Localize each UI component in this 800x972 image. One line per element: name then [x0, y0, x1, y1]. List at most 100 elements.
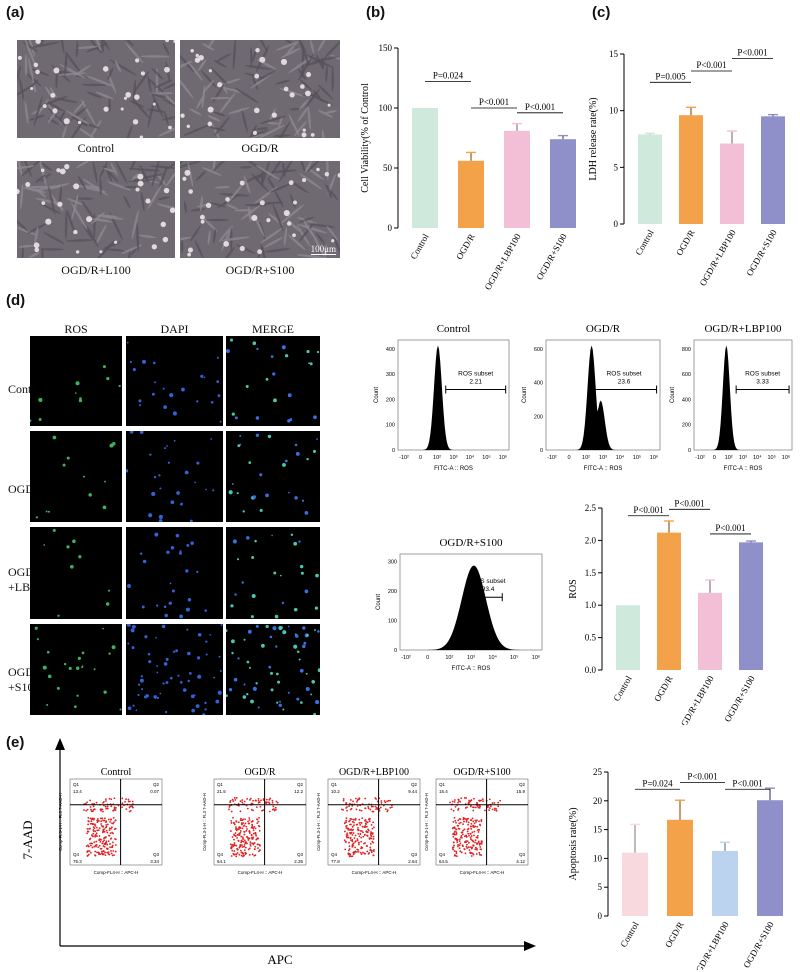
fluorescent-cell: [118, 384, 121, 388]
event-dot: [457, 807, 460, 810]
bright-cell-body: [137, 180, 144, 187]
fluorescent-cell: [252, 341, 257, 346]
cell-process: [207, 230, 211, 245]
event-dot: [467, 823, 470, 826]
fluorescent-cell: [255, 416, 260, 420]
fluorescent-cell: [277, 680, 281, 684]
fluorescent-cell: [93, 668, 96, 671]
event-dot: [359, 851, 362, 854]
bright-cell-body: [17, 188, 20, 195]
cell-process: [66, 209, 76, 237]
bright-cell-body: [30, 86, 34, 91]
fluorescent-cell: [203, 376, 206, 379]
fluorescent-cell: [294, 443, 298, 447]
event-dot: [357, 843, 360, 846]
event-dot: [344, 848, 347, 851]
event-dot: [467, 832, 470, 835]
x-axis-label: Comp-FL4-H :: APC-H: [460, 870, 505, 875]
cell-process: [95, 224, 107, 245]
event-dot: [363, 826, 366, 828]
event-dot: [94, 850, 97, 853]
event-dot: [351, 829, 354, 832]
event-dot: [470, 838, 472, 841]
event-dot: [110, 852, 113, 855]
event-dot: [233, 850, 236, 853]
cell-process: [327, 173, 337, 195]
event-dot: [114, 844, 117, 846]
bright-cell-body: [102, 66, 109, 72]
event-dot: [95, 834, 97, 836]
cell-process: [165, 164, 175, 188]
cell-process: [100, 40, 104, 53]
x-tick-label: OGD/R: [663, 920, 686, 949]
event-dot: [480, 842, 483, 845]
bar-3: [504, 130, 530, 228]
event-dot: [112, 850, 115, 852]
fluorescent-cell: [66, 456, 70, 460]
bright-cell-body: [180, 113, 185, 118]
cell-process: [252, 76, 259, 91]
bright-cell-body: [239, 245, 245, 252]
cell-process: [326, 161, 329, 181]
cell-process: [146, 108, 166, 113]
fluorescent-cell: [226, 349, 230, 354]
event-dot: [472, 840, 475, 843]
cell-process: [136, 222, 139, 253]
event-dot: [462, 818, 465, 821]
bright-cell-body: [316, 167, 320, 172]
event-dot: [459, 850, 462, 853]
fluorescent-cell: [82, 475, 85, 478]
quadrant-label: Q1: [217, 782, 224, 787]
fluorescent-cell: [248, 666, 251, 669]
event-dot: [244, 818, 247, 821]
fluorescent-cell: [259, 508, 263, 512]
bright-cell-body: [217, 82, 223, 88]
gate-percentage: 93.4: [482, 586, 495, 593]
bright-cell-body: [135, 187, 140, 192]
event-dot: [347, 836, 350, 839]
event-dot: [87, 816, 90, 819]
fluorescent-cell: [226, 629, 228, 633]
event-dot: [462, 829, 465, 832]
y-tick-label: 25: [593, 767, 603, 777]
bright-cell-body: [140, 71, 146, 76]
cell-process: [307, 161, 321, 172]
cell-process: [124, 185, 140, 189]
event-dot: [455, 828, 457, 831]
quadrant-label: Q2: [519, 782, 526, 787]
x-tick-label: OGD/R+LBP100: [676, 674, 716, 725]
cell-process: [234, 87, 260, 104]
fluorescent-cell: [77, 656, 81, 661]
event-dot: [453, 816, 456, 819]
fluorescent-cell: [252, 686, 257, 691]
y-axis-label: Cell Viability(% of Control: [360, 83, 371, 193]
dapi-image-row-4: [126, 624, 223, 715]
event-dot: [367, 829, 370, 832]
bright-cell-body: [17, 55, 22, 60]
cell-process: [214, 116, 230, 136]
fluorescent-cell: [204, 609, 207, 612]
fluorescent-cell: [242, 510, 245, 513]
fluorescent-cell: [251, 556, 255, 560]
fluorescent-cell: [176, 491, 180, 495]
cell-process: [219, 246, 236, 258]
event-dot: [96, 817, 99, 820]
event-dot: [254, 827, 257, 830]
cell-process: [138, 234, 157, 239]
event-dot: [93, 823, 96, 826]
histogram-peak: [400, 565, 542, 650]
event-dot: [241, 801, 244, 804]
event-dot: [497, 805, 500, 808]
cell-process: [105, 248, 125, 252]
fluorescent-cell: [289, 418, 293, 422]
fluorescent-cell: [137, 683, 141, 686]
event-dot: [472, 806, 474, 809]
event-dot: [472, 820, 475, 823]
fluorescent-cell: [209, 633, 212, 636]
fluorescent-cell: [132, 704, 135, 707]
event-dot: [458, 822, 461, 825]
event-dot: [239, 849, 242, 852]
y-tick-label: 20: [593, 796, 603, 806]
event-dot: [465, 820, 468, 823]
event-dot: [106, 851, 109, 854]
